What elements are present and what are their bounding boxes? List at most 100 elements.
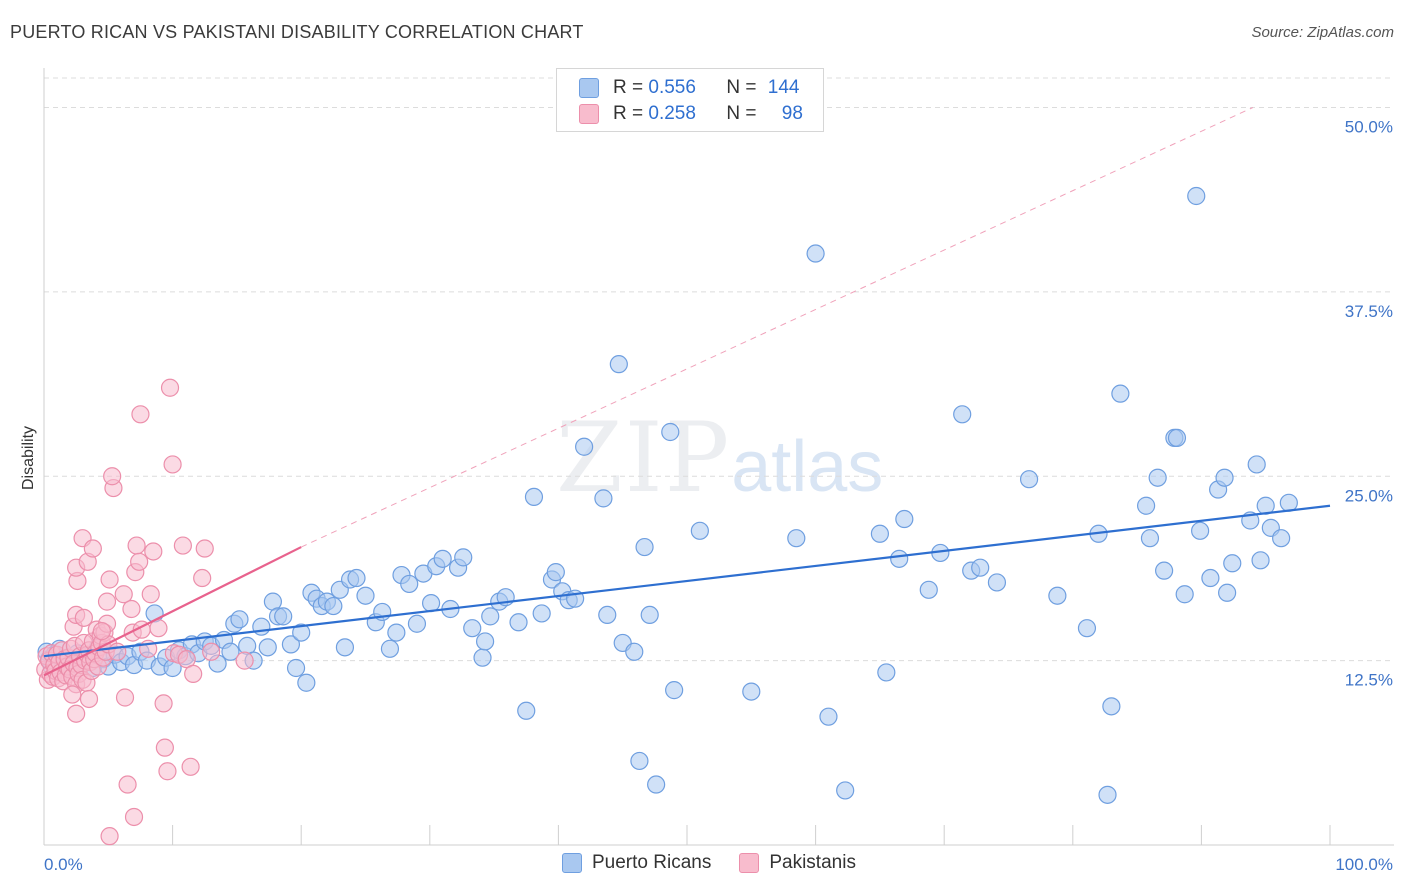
- pakistani-point: [127, 536, 146, 555]
- puerto-rican-point: [594, 489, 613, 508]
- puerto-rican-point: [400, 574, 419, 594]
- puerto-rican-point: [647, 775, 666, 794]
- pakistani-point: [131, 405, 150, 424]
- pakistani-point: [181, 757, 200, 776]
- puerto-rican-point: [335, 638, 355, 657]
- puerto-rican-point: [221, 642, 240, 661]
- pakistani-point: [158, 762, 177, 781]
- y-axis-label: Disability: [20, 426, 37, 490]
- puerto-rican-point: [877, 663, 896, 682]
- puerto-rican-point: [347, 568, 366, 588]
- puerto-rican-point: [454, 548, 473, 567]
- pakistani-point: [97, 592, 117, 611]
- puerto-rican-point: [1218, 583, 1237, 602]
- pakistani-point: [155, 738, 174, 757]
- series-legend-pakistanis: Pakistanis: [739, 852, 856, 874]
- puerto-rican-point: [635, 537, 654, 557]
- puerto-rican-trendline: [43, 504, 1331, 658]
- puerto-rican-point: [274, 607, 293, 626]
- x-tick-label: 100.0%: [1335, 855, 1393, 874]
- legend-r-value: 0.258: [648, 103, 696, 124]
- pakistani-point: [193, 568, 212, 588]
- legend-r-value: 0.556: [648, 77, 696, 98]
- pakistani-point: [100, 827, 119, 846]
- pakistani-point: [202, 642, 221, 661]
- puerto-rican-point: [1102, 697, 1121, 716]
- puerto-rican-point: [1148, 468, 1167, 487]
- puerto-rican-point: [919, 580, 938, 599]
- puerto-rican-point: [971, 558, 990, 577]
- puerto-rican-point: [230, 610, 249, 629]
- puerto-rican-point: [1191, 521, 1210, 540]
- correlation-legend: R = 0.556 N = 144 R = 0.258 N = 98: [556, 68, 824, 132]
- puerto-rican-point: [1215, 468, 1234, 487]
- puerto-rican-point: [742, 682, 761, 701]
- pakistani-point: [100, 570, 119, 589]
- puerto-rican-point: [509, 613, 528, 632]
- puerto-rican-point: [1201, 568, 1220, 588]
- puerto-rican-point: [575, 437, 594, 456]
- puerto-rican-point: [532, 604, 551, 623]
- legend-n-label: N =: [726, 77, 762, 98]
- pakistani-point: [92, 622, 111, 641]
- series-legend-puerto-ricans: Puerto Ricans: [562, 852, 711, 874]
- puerto-rican-point: [1247, 455, 1266, 474]
- watermark: ZIPatlas: [556, 402, 883, 514]
- puerto-rican-point: [387, 623, 406, 642]
- legend-r-label: R =: [613, 77, 649, 98]
- puerto-rican-point: [690, 521, 709, 540]
- puerto-rican-point: [421, 593, 441, 613]
- puerto-rican-point: [1251, 551, 1270, 570]
- puerto-rican-point: [836, 781, 855, 800]
- puerto-rican-point: [1111, 384, 1130, 403]
- pakistani-point: [83, 539, 102, 558]
- puerto-rican-point: [258, 638, 277, 657]
- puerto-rican-point: [252, 617, 271, 636]
- pakistani-point: [63, 685, 82, 704]
- puerto-rican-point: [292, 623, 311, 642]
- puerto-rican-point: [433, 549, 452, 568]
- puerto-rican-point: [1187, 186, 1206, 206]
- legend-n-value: 98: [781, 103, 803, 124]
- pakistani-point: [67, 704, 86, 723]
- watermark-atlas: atlas: [731, 427, 884, 507]
- series-legend: Puerto Ricans Pakistanis: [562, 852, 884, 874]
- puerto-rican-point: [1272, 529, 1291, 548]
- puerto-rican-point: [890, 549, 909, 568]
- puerto-rican-point: [819, 707, 838, 726]
- pakistani-point: [173, 536, 192, 555]
- pakistani-point: [149, 619, 168, 638]
- puerto-rican-point: [665, 681, 684, 700]
- source-label: Source: ZipAtlas.com: [1251, 24, 1394, 41]
- legend-row-pakistanis: R = 0.258 N = 98: [579, 102, 803, 126]
- pakistani-trendline: [43, 546, 302, 677]
- puerto-rican-point: [609, 355, 628, 374]
- watermark-zip: ZIP: [556, 402, 732, 514]
- pakistani-point: [144, 542, 163, 561]
- puerto-rican-point: [1155, 561, 1174, 580]
- pakistani-point: [130, 552, 149, 571]
- puerto-rican-point: [463, 619, 482, 638]
- pakistani-point: [184, 664, 203, 684]
- pakistani-point: [118, 775, 137, 794]
- puerto-rican-point: [1223, 554, 1242, 573]
- puerto-rican-point: [895, 509, 914, 529]
- pakistani-point: [235, 651, 254, 670]
- puerto-rican-point: [1077, 619, 1097, 638]
- puerto-rican-point: [297, 673, 316, 692]
- pakistani-point: [195, 539, 214, 558]
- puerto-rican-point: [380, 639, 400, 658]
- chart-title: PUERTO RICAN VS PAKISTANI DISABILITY COR…: [10, 22, 584, 42]
- pakistani-point: [79, 689, 99, 709]
- puerto-rican-point: [870, 524, 890, 543]
- puerto-rican-point: [787, 529, 806, 548]
- y-tick-label: 25.0%: [1345, 486, 1393, 505]
- puerto-rican-point: [1175, 585, 1194, 604]
- puerto-rican-point: [806, 244, 825, 263]
- series-label-puerto-ricans: Puerto Ricans: [592, 852, 712, 873]
- puerto-rican-point: [1137, 496, 1156, 515]
- puerto-rican-point: [987, 573, 1007, 592]
- y-tick-label: 37.5%: [1345, 302, 1393, 321]
- pakistani-point: [122, 599, 141, 619]
